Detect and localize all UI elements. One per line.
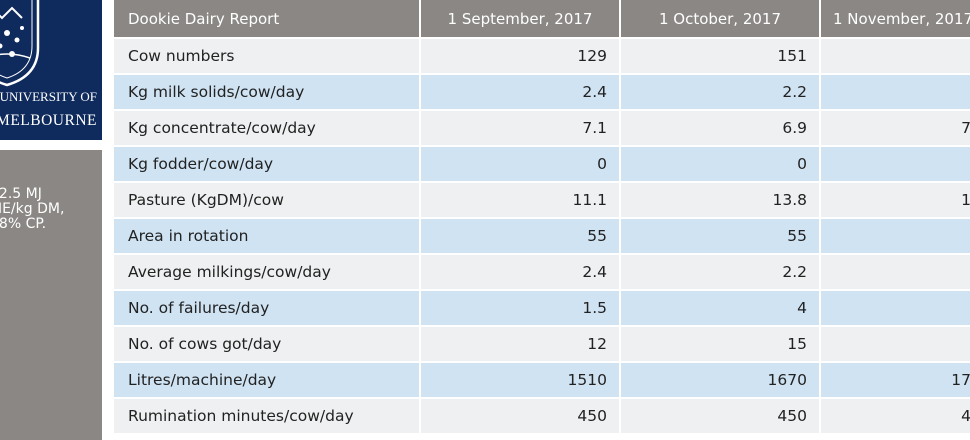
table-cell [820,289,970,326]
column-header: 1 November, 2017 [820,0,970,38]
report-title-header: Dookie Dairy Report [114,0,421,38]
table-row: No. of cows got/day 12 15 [114,325,970,362]
table-row: Kg fodder/cow/day 0 0 [114,145,970,182]
table-cell [820,145,970,182]
table-cell: 151 [620,37,821,74]
table-cell: 0 [620,145,821,182]
feed-note-panel: 12.5 MJ ME/kg DM, 18% CP. [0,150,102,440]
university-logo: UNIVERSITY OF MELBOURNE [0,0,102,140]
row-label: No. of cows got/day [114,325,421,362]
table-cell [820,37,970,74]
table-cell: 6.9 [620,109,821,146]
table-cell: 450 [420,397,621,433]
row-label: Area in rotation [114,217,421,254]
column-header: 1 October, 2017 [620,0,821,38]
table-cell [820,73,970,110]
table-cell [820,253,970,290]
table-cell: 7 [820,109,970,146]
table-cell: 11.1 [420,181,621,218]
table-cell: 1 [820,181,970,218]
table-row: Average milkings/cow/day 2.4 2.2 [114,253,970,290]
crest-icon [0,0,40,87]
table-cell [820,217,970,254]
row-label: Kg concentrate/cow/day [114,109,421,146]
table-cell: 7.1 [420,109,621,146]
table-cell: 129 [420,37,621,74]
table-cell: 1670 [620,361,821,398]
table-row: Pasture (KgDM)/cow 11.1 13.8 1 [114,181,970,218]
table-cell: 55 [620,217,821,254]
table-row: No. of failures/day 1.5 4 [114,289,970,326]
table-row: Cow numbers 129 151 [114,37,970,74]
table-cell: 13.8 [620,181,821,218]
table-cell: 4 [820,397,970,433]
table-row: Litres/machine/day 1510 1670 17 [114,361,970,398]
feed-note-text: 12.5 MJ ME/kg DM, 18% CP. [0,186,65,232]
table-cell: 2.4 [420,73,621,110]
table-cell: 2.4 [420,253,621,290]
row-label: Average milkings/cow/day [114,253,421,290]
row-label: Cow numbers [114,37,421,74]
table-cell [820,325,970,362]
table-cell: 0 [420,145,621,182]
table-header-row: Dookie Dairy Report 1 September, 2017 1 … [114,0,970,38]
table-cell: 12 [420,325,621,362]
table-cell: 2.2 [620,73,821,110]
table-cell: 450 [620,397,821,433]
table-cell: 15 [620,325,821,362]
row-label: Kg milk solids/cow/day [114,73,421,110]
dairy-report-table: Dookie Dairy Report 1 September, 2017 1 … [114,0,970,433]
logo-text-line1: UNIVERSITY OF [0,89,97,104]
table-row: Rumination minutes/cow/day 450 450 4 [114,397,970,433]
logo-text-line2: MELBOURNE [0,112,97,129]
table-row: Area in rotation 55 55 [114,217,970,254]
table-cell: 1510 [420,361,621,398]
table-cell: 4 [620,289,821,326]
table-cell: 2.2 [620,253,821,290]
table-cell: 17 [820,361,970,398]
table-row: Kg milk solids/cow/day 2.4 2.2 [114,73,970,110]
row-label: Rumination minutes/cow/day [114,397,421,433]
table-row: Kg concentrate/cow/day 7.1 6.9 7 [114,109,970,146]
sidebar: UNIVERSITY OF MELBOURNE 12.5 MJ ME/kg DM… [0,0,102,440]
row-label: Pasture (KgDM)/cow [114,181,421,218]
row-label: Litres/machine/day [114,361,421,398]
row-label: Kg fodder/cow/day [114,145,421,182]
row-label: No. of failures/day [114,289,421,326]
table-cell: 1.5 [420,289,621,326]
column-header: 1 September, 2017 [420,0,621,38]
table-cell: 55 [420,217,621,254]
